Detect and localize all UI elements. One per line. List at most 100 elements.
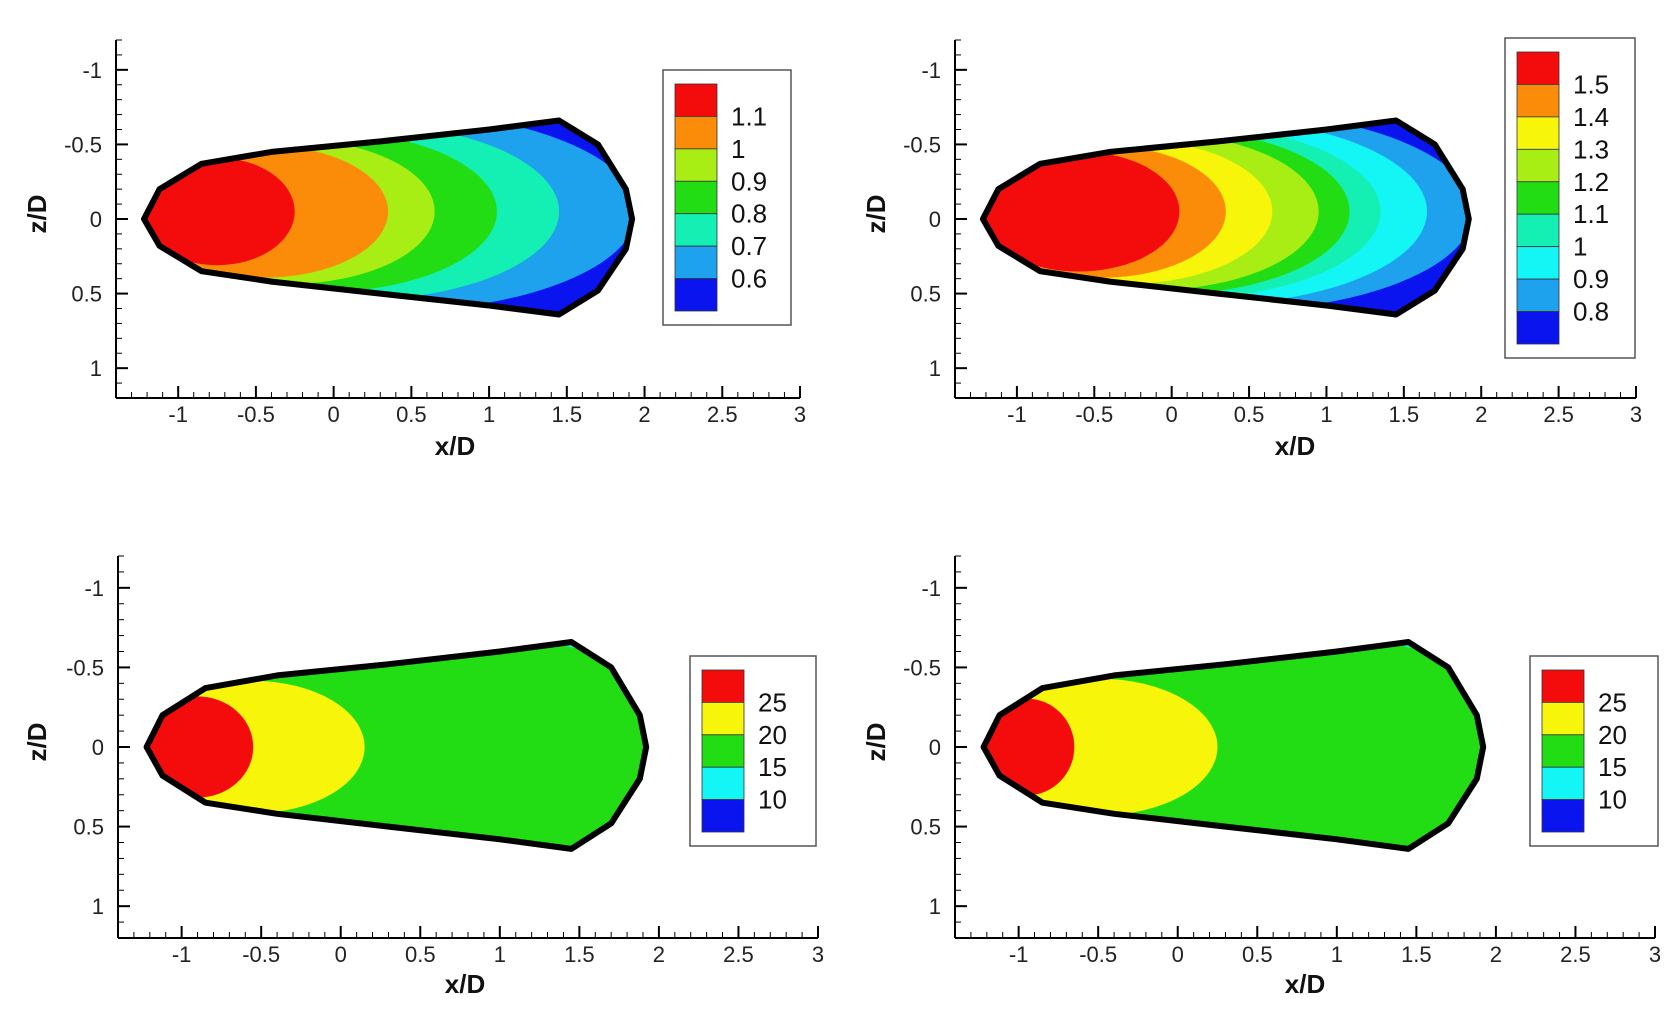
- legend-swatch-blue: [674, 278, 718, 312]
- legend-swatch-cyan: [701, 766, 745, 801]
- legend-label: 1.1: [731, 101, 767, 131]
- x-axis-title: x/D: [435, 431, 475, 461]
- x-axis-title: x/D: [445, 969, 485, 999]
- legend-label: 1.2: [1573, 167, 1609, 197]
- legend-swatch-blue: [1541, 799, 1585, 833]
- y-tick-label: -0.5: [64, 132, 102, 157]
- contour-fill-group: [144, 120, 633, 315]
- y-tick-label: -1: [84, 576, 104, 601]
- x-tick-label: 2.5: [1543, 402, 1574, 427]
- x-tick-label: 0: [335, 942, 347, 967]
- legend-swatch-aqua: [1516, 213, 1560, 248]
- footprint-outline: [141, 117, 636, 318]
- legend-swatch-green: [701, 734, 745, 768]
- x-tick-label: 2.5: [1560, 942, 1591, 967]
- legend-label: 0.6: [731, 264, 767, 294]
- x-tick-label: 3: [794, 402, 806, 427]
- x-tick-label: 0.5: [1234, 402, 1265, 427]
- y-tick-label: 0: [92, 735, 104, 760]
- y-tick-label: -0.5: [903, 132, 941, 157]
- legend-label: 15: [1598, 752, 1627, 782]
- x-tick-label: 2: [638, 402, 650, 427]
- y-tick-label: -0.5: [66, 655, 104, 680]
- x-tick-label: 1.5: [1389, 402, 1420, 427]
- y-tick-label: 0: [929, 207, 941, 232]
- legend-label: 25: [758, 687, 787, 717]
- x-tick-label: 3: [1630, 402, 1642, 427]
- y-tick-label: 0: [90, 207, 102, 232]
- x-tick-label: 1.5: [552, 402, 583, 427]
- y-tick-label: -1: [921, 58, 941, 83]
- legend-swatch-blue: [1516, 311, 1560, 345]
- x-tick-label: 0.5: [396, 402, 427, 427]
- contour-level-red: [982, 151, 1180, 272]
- x-tick-label: -0.5: [1079, 942, 1117, 967]
- y-axis-title: z/D: [861, 723, 891, 762]
- x-tick-label: 1.5: [1401, 942, 1432, 967]
- legend-label: 0.9: [731, 166, 767, 196]
- y-tick-label: -0.5: [903, 655, 941, 680]
- x-tick-label: -1: [1009, 942, 1029, 967]
- x-tick-label: 1: [483, 402, 495, 427]
- contour-level-red: [144, 157, 295, 266]
- legend: 1.51.41.31.21.110.90.8: [1504, 37, 1636, 359]
- chart-panel-4: -1 -0.5 0 0.5 1 1.5 2 2.5 3-1-0.500.51x/Dz/D2520…: [861, 555, 1661, 999]
- x-tick-label: 2: [1475, 402, 1487, 427]
- x-tick-label: -0.5: [242, 942, 280, 967]
- legend-swatch-orange: [1516, 84, 1560, 118]
- legend: 1.110.90.80.70.6: [662, 69, 792, 326]
- legend-label: 1.1: [1573, 199, 1609, 229]
- legend-swatch-green: [1541, 734, 1585, 768]
- legend-label: 1.3: [1573, 134, 1609, 164]
- legend-label: 1: [1573, 232, 1587, 262]
- y-axis-title: z/D: [22, 723, 52, 762]
- y-tick-label: 0: [929, 735, 941, 760]
- legend-label: 25: [1598, 687, 1627, 717]
- legend-swatch-cyan: [1516, 246, 1560, 280]
- legend-swatch-cyan: [1541, 766, 1585, 801]
- legend-label: 1.4: [1573, 102, 1609, 132]
- x-tick-label: 1: [1320, 402, 1332, 427]
- x-tick-label: 0: [1172, 942, 1184, 967]
- contour-fill-group: [982, 120, 1469, 315]
- legend-label: 20: [1598, 720, 1627, 750]
- legend-swatch-yellow: [1516, 116, 1560, 150]
- contour-fill-group: [146, 642, 647, 849]
- x-tick-label: 0.5: [1242, 942, 1273, 967]
- legend-swatch-lightblue: [674, 245, 718, 279]
- legend-swatch-red: [701, 669, 745, 703]
- legend-label: 1: [731, 134, 745, 164]
- x-tick-label: 0: [328, 402, 340, 427]
- x-tick-label: -0.5: [237, 402, 275, 427]
- x-axis-title: x/D: [1275, 431, 1315, 461]
- legend-label: 1.5: [1573, 69, 1609, 99]
- y-axis-title: z/D: [861, 195, 891, 234]
- x-axis-title: x/D: [1285, 969, 1325, 999]
- x-tick-label: -1: [1007, 402, 1027, 427]
- chart-panel-3: -1 -0.5 0 0.5 1 1.5 2 2.5 3 -1 -0.5 0 0.5 1 x/D z/D 2520…: [22, 555, 824, 999]
- y-tick-label: 0.5: [910, 815, 941, 840]
- contour-level-red: [146, 696, 254, 798]
- y-tick-label: 0.5: [71, 282, 102, 307]
- x-tick-label: 1: [1331, 942, 1343, 967]
- footprint-outline: [143, 639, 650, 852]
- y-tick-label: 1: [92, 894, 104, 919]
- x-tick-label: 1.5: [564, 942, 595, 967]
- legend-swatch-yellow: [701, 702, 745, 736]
- y-tick-label: -1: [921, 576, 941, 601]
- x-tick-label: -1: [172, 942, 192, 967]
- x-tick-label: 1: [494, 942, 506, 967]
- legend-swatch-orange: [674, 116, 718, 150]
- x-tick-label: 3: [1649, 942, 1661, 967]
- legend-swatch-green: [1516, 181, 1560, 215]
- legend-swatch-aqua: [674, 213, 718, 247]
- x-tick-label: 2.5: [723, 942, 754, 967]
- x-tick-label: 2: [653, 942, 665, 967]
- legend-label: 0.7: [731, 231, 767, 261]
- x-tick-label: -0.5: [1075, 402, 1113, 427]
- y-tick-label: 1: [90, 356, 102, 381]
- chart-panel-1: -1 -0.5 0 0.5 1 1.5 2 2.5 3-1-0.500.51x/Dz/D1.11…: [22, 39, 806, 461]
- legend-label: 0.8: [731, 199, 767, 229]
